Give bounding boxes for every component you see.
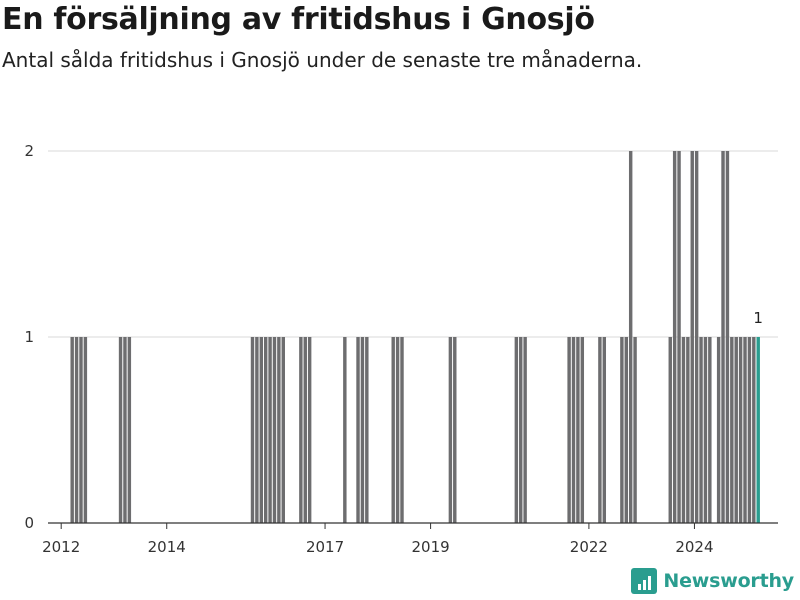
- x-tick-label: 2019: [411, 538, 449, 556]
- bar[interactable]: [519, 337, 523, 523]
- x-tick-label: 2012: [42, 538, 80, 556]
- bar[interactable]: [523, 337, 527, 523]
- bar[interactable]: [263, 337, 268, 523]
- bar[interactable]: [602, 337, 607, 523]
- bar[interactable]: [250, 337, 255, 523]
- bar-latest[interactable]: [756, 337, 760, 523]
- bar[interactable]: [633, 337, 637, 523]
- bar[interactable]: [620, 337, 624, 523]
- bar[interactable]: [259, 337, 263, 523]
- bar[interactable]: [343, 337, 347, 523]
- bar[interactable]: [681, 337, 686, 523]
- bar[interactable]: [628, 151, 633, 523]
- bar[interactable]: [699, 337, 703, 523]
- bar[interactable]: [365, 337, 369, 523]
- bar[interactable]: [752, 337, 756, 523]
- bar-chart-logo-icon: [631, 568, 658, 594]
- bar[interactable]: [268, 337, 272, 523]
- bar[interactable]: [703, 337, 708, 523]
- bar[interactable]: [668, 337, 672, 523]
- bar[interactable]: [716, 337, 721, 523]
- bar[interactable]: [272, 337, 277, 523]
- bar[interactable]: [725, 151, 730, 523]
- bar[interactable]: [514, 337, 519, 523]
- bar[interactable]: [281, 337, 285, 523]
- chart-subtitle: Antal sålda fritidshus i Gnosjö under de…: [2, 48, 643, 72]
- x-tick-label: 2022: [570, 538, 608, 556]
- x-tick-label: 2017: [306, 538, 344, 556]
- brand-name: Newsworthy: [663, 570, 794, 592]
- bar[interactable]: [747, 337, 752, 523]
- x-tick-label: 2024: [675, 538, 713, 556]
- bar[interactable]: [624, 337, 628, 523]
- bar[interactable]: [576, 337, 580, 523]
- bar[interactable]: [74, 337, 79, 523]
- bar[interactable]: [299, 337, 303, 523]
- bar[interactable]: [255, 337, 259, 523]
- y-tick-label: 1: [24, 328, 34, 346]
- bar[interactable]: [127, 337, 132, 523]
- bar[interactable]: [453, 337, 457, 523]
- bar[interactable]: [721, 151, 725, 523]
- bar[interactable]: [694, 151, 699, 523]
- bar[interactable]: [277, 337, 281, 523]
- bar[interactable]: [356, 337, 360, 523]
- bar[interactable]: [307, 337, 312, 523]
- bar[interactable]: [580, 337, 585, 523]
- bar[interactable]: [395, 337, 400, 523]
- bar[interactable]: [686, 337, 690, 523]
- bar[interactable]: [448, 337, 453, 523]
- newsworthy-logo[interactable]: Newsworthy: [631, 568, 794, 594]
- bar[interactable]: [690, 151, 694, 523]
- bar[interactable]: [118, 337, 123, 523]
- y-tick-label: 0: [24, 514, 34, 532]
- latest-value-label: 1: [753, 309, 763, 327]
- bar[interactable]: [391, 337, 395, 523]
- bar[interactable]: [83, 337, 88, 523]
- bar[interactable]: [79, 337, 83, 523]
- bar[interactable]: [738, 337, 743, 523]
- bar[interactable]: [571, 337, 576, 523]
- y-tick-label: 2: [24, 142, 34, 160]
- bar[interactable]: [70, 337, 74, 523]
- bar[interactable]: [734, 337, 738, 523]
- bar[interactable]: [360, 337, 365, 523]
- bar[interactable]: [123, 337, 127, 523]
- bar[interactable]: [730, 337, 734, 523]
- bar[interactable]: [598, 337, 602, 523]
- chart-title: En försäljning av fritidshus i Gnosjö: [2, 2, 595, 37]
- bar[interactable]: [672, 151, 677, 523]
- bar[interactable]: [743, 337, 747, 523]
- bar[interactable]: [400, 337, 404, 523]
- bar[interactable]: [567, 337, 571, 523]
- bar[interactable]: [303, 337, 307, 523]
- bar[interactable]: [708, 337, 712, 523]
- x-tick-label: 2014: [148, 538, 186, 556]
- bar[interactable]: [677, 151, 681, 523]
